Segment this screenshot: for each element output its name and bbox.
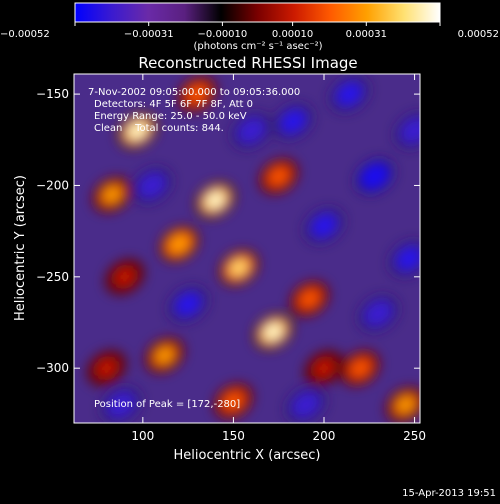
negative-emission-spot	[304, 207, 344, 244]
annotation-detectors: Detectors: 4F 5F 6F 7F 8F, Att 0	[94, 99, 253, 110]
plot-frame	[73, 73, 421, 424]
emission-source-spot	[304, 350, 344, 387]
y-tick-label: −200	[36, 178, 69, 192]
emission-source-spot	[86, 350, 127, 387]
annotation-time-range: 7-Nov-2002 09:05:00.000 to 09:05:36.000	[88, 87, 300, 98]
annotation-counts: Clean Total counts: 844.	[94, 123, 224, 134]
y-axis-title: Heliocentric Y (arcsec)	[13, 175, 28, 321]
colorbar-ticks: −0.00052 −0.00031 −0.00010 0.00010 0.00031 0.…	[0, 22, 499, 40]
x-axis-title: Heliocentric X (arcsec)	[174, 448, 321, 463]
emission-source-spot	[159, 225, 200, 263]
negative-emission-spot	[358, 295, 399, 332]
negative-emission-spot	[329, 75, 370, 113]
annotation-peak-position: Position of Peak = [172,-280]	[94, 399, 240, 410]
x-tick-label: 150	[222, 429, 245, 443]
colorbar-tick-label: −0.00052	[0, 29, 50, 40]
negative-emission-spot	[131, 167, 172, 204]
colorbar-tick-label: 0.00031	[346, 29, 387, 40]
colorbar-tick-label: 0.00010	[272, 29, 313, 40]
emission-source-spot	[117, 112, 158, 149]
negative-emission-spot	[231, 112, 272, 149]
emission-source-spot	[258, 158, 299, 195]
emission-source-spot	[289, 280, 330, 317]
colorbar-tick-label: 0.00052	[458, 29, 499, 40]
negative-emission-spot	[389, 240, 420, 277]
emission-source-spot	[253, 313, 294, 350]
emission-source-spot	[213, 382, 254, 420]
y-tick-label: −250	[36, 270, 69, 284]
image-blobs	[86, 75, 420, 423]
negative-emission-spot	[354, 158, 395, 195]
x-tick-label: 100	[131, 429, 154, 443]
plot-area: 100 150 200 250 −150 −200 −250 −300	[36, 73, 426, 443]
emission-source-spot	[195, 181, 236, 219]
x-tick-label: 250	[403, 429, 426, 443]
annotation-energy-range: Energy Range: 25.0 - 50.0 keV	[94, 111, 247, 122]
x-tick-label: 200	[313, 429, 336, 443]
emission-source-spot	[104, 258, 145, 295]
x-axis-ticks: 100 150 200 250	[131, 74, 426, 443]
emission-source-spot	[92, 176, 133, 213]
colorbar-gradient	[74, 2, 441, 23]
chart-title: Reconstructed RHESSI Image	[138, 54, 357, 72]
negative-emission-spot	[168, 286, 209, 323]
emission-source-spot	[340, 350, 381, 387]
colorbar-units: (photons cm⁻² s⁻¹ asec⁻²)	[193, 41, 322, 52]
y-tick-label: −300	[36, 361, 69, 375]
annotation-block: 7-Nov-2002 09:05:00.000 to 09:05:36.000 …	[88, 87, 300, 410]
emission-source-spot	[385, 386, 420, 423]
emission-source-spot	[218, 249, 259, 286]
colorbar: −0.00052 −0.00031 −0.00010 0.00010 0.00031 0.…	[0, 2, 499, 52]
negative-emission-spot	[285, 386, 326, 423]
emission-source-spot	[177, 75, 218, 113]
colorbar-tick-label: −0.00031	[124, 29, 174, 40]
emission-source-spot	[144, 337, 185, 374]
y-tick-label: −150	[36, 87, 69, 101]
timestamp: 15-Apr-2013 19:51	[402, 488, 496, 499]
y-axis-ticks: −150 −200 −250 −300	[36, 87, 420, 375]
colorbar-tick-label: −0.00010	[198, 29, 248, 40]
negative-emission-spot	[394, 112, 420, 149]
negative-emission-spot	[101, 386, 142, 423]
negative-emission-spot	[273, 103, 314, 140]
